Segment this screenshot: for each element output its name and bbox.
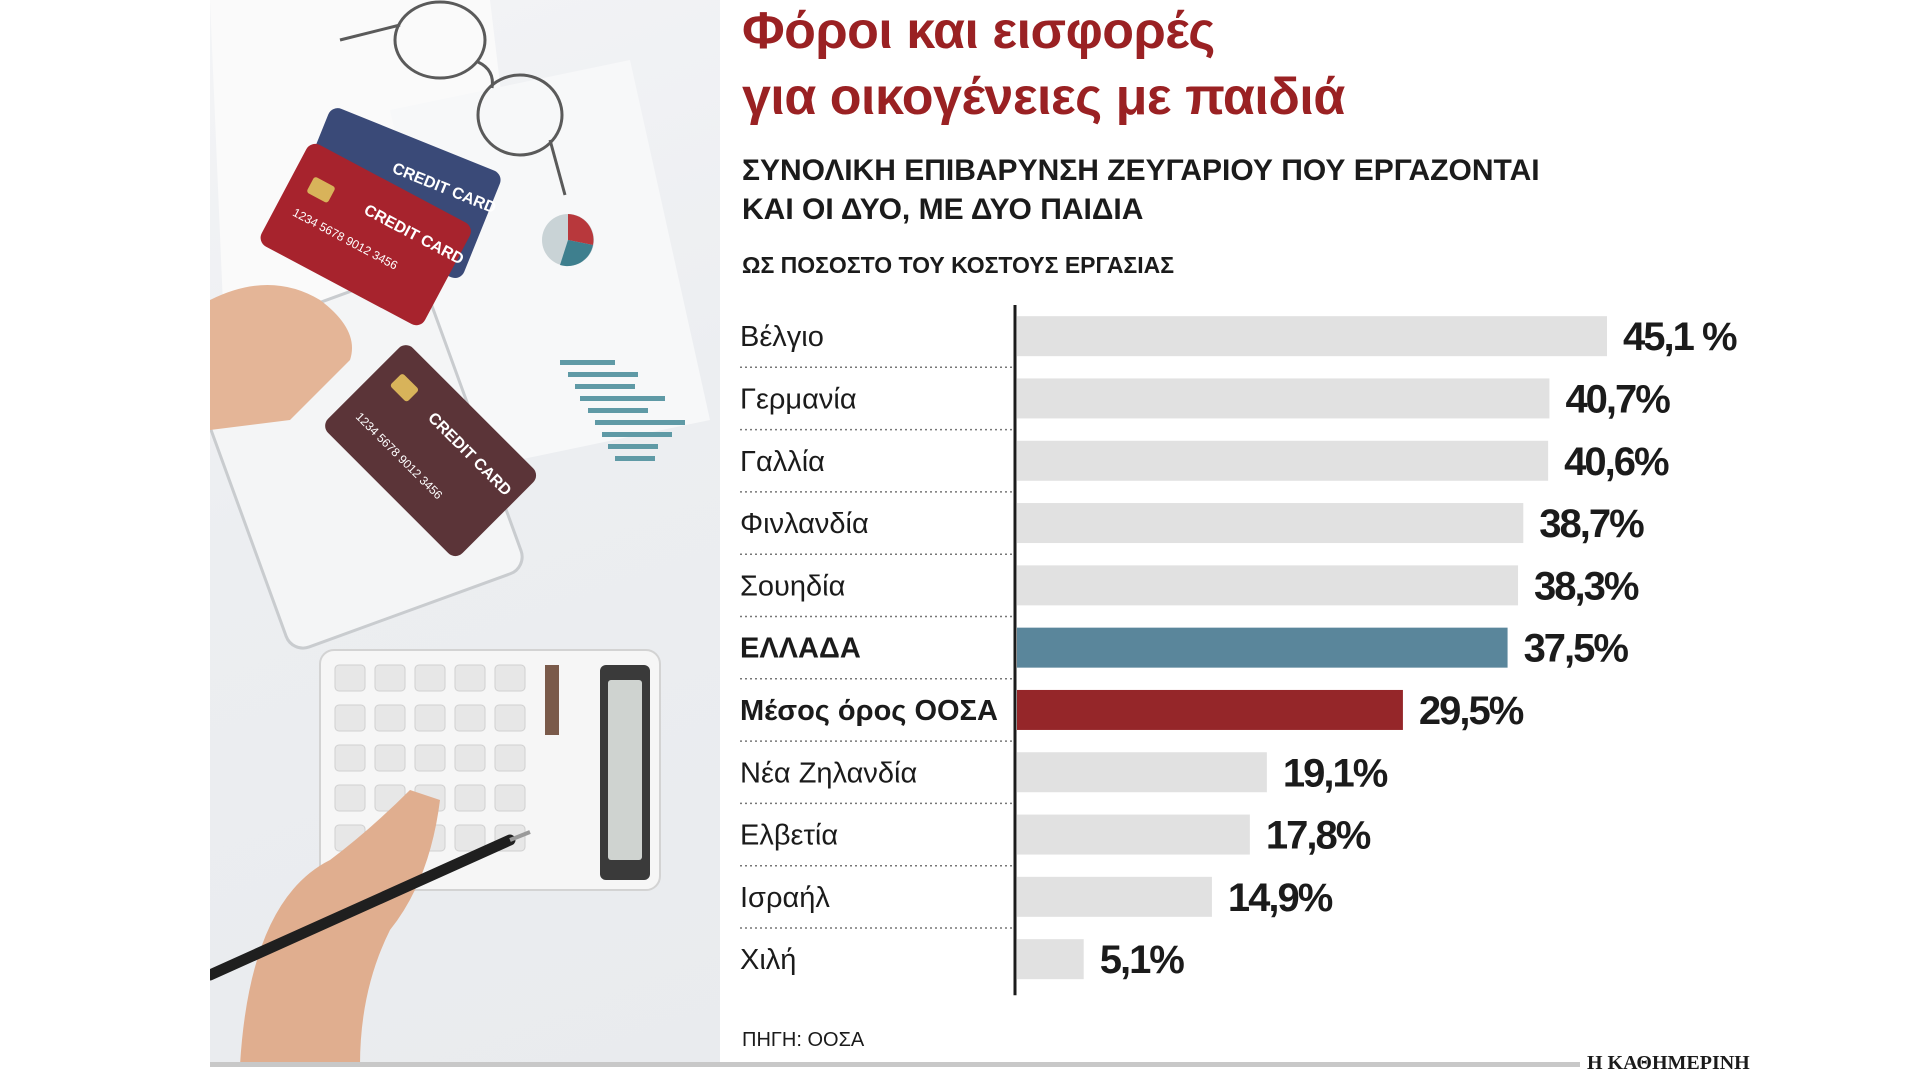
value-label: 37,5% <box>1524 627 1629 671</box>
bar <box>1017 939 1084 980</box>
value-label: 38,7% <box>1539 502 1644 546</box>
bar <box>1017 503 1524 544</box>
category-label: ΕΛΛΑΔΑ <box>740 633 861 665</box>
bar <box>1017 814 1250 855</box>
bar <box>1017 627 1508 668</box>
brand-logo: Η ΚΑΘΗΜΕΡΙΝΗ <box>1587 1052 1750 1074</box>
bottom-rule <box>210 1062 1580 1067</box>
chart-subtitle-line2: ΚΑΙ ΟΙ ΔΥΟ, ΜΕ ΔΥΟ ΠΑΙΔΙΑ <box>742 193 1144 226</box>
category-label: Γαλλία <box>740 446 825 478</box>
hand-top <box>210 285 352 430</box>
glasses-icon <box>339 0 567 196</box>
background-photo: CREDIT CARD CREDIT CARD 1234 5678 9012 3… <box>210 0 720 1065</box>
bar <box>1017 565 1519 606</box>
credit-card-red: CREDIT CARD 1234 5678 9012 3456 <box>260 143 471 326</box>
bar-chart: Βέλγιο 45,1 % Γερμανία 40,7% Γαλλία 40,6% Φινλ… <box>740 305 1739 996</box>
source-note: ΠΗΓΗ: ΟΟΣΑ <box>742 1029 865 1051</box>
category-label: Χιλή <box>740 944 796 976</box>
category-label: Γερμανία <box>740 383 857 415</box>
bar-chart-icon <box>560 360 685 461</box>
value-label: 14,9% <box>1228 876 1333 920</box>
category-label: Βέλγιο <box>740 321 824 353</box>
pen-icon <box>210 830 531 981</box>
category-label: Ελβετία <box>740 820 838 852</box>
finance-illustration: CREDIT CARD CREDIT CARD 1234 5678 9012 3… <box>210 0 710 1065</box>
category-label: Μέσος όρος ΟΟΣΑ <box>740 695 998 727</box>
value-label: 38,3% <box>1534 564 1639 608</box>
bar <box>1017 440 1549 481</box>
value-label: 29,5% <box>1419 689 1524 733</box>
calculator-keys <box>334 664 526 852</box>
bar <box>1017 876 1212 917</box>
chart-subtitle-line1: ΣΥΝΟΛΙΚΗ ΕΠΙΒΑΡΥΝΣΗ ΖΕΥΓΑΡΙΟΥ ΠΟΥ ΕΡΓΑΖΟ… <box>742 154 1540 187</box>
unit-label: ΩΣ ΠΟΣΟΣΤΟ ΤΟΥ ΚΟΣΤΟΥΣ ΕΡΓΑΣΙΑΣ <box>742 252 1175 278</box>
value-label: 5,1% <box>1100 938 1185 982</box>
pie-chart-icon <box>542 214 594 267</box>
category-label: Σουηδία <box>740 570 845 602</box>
category-label: Ισραήλ <box>740 882 830 914</box>
chart-title-line2: για οικογένειες με παιδιά <box>742 68 1345 126</box>
bar <box>1017 752 1267 793</box>
bar <box>1017 378 1550 419</box>
value-label: 17,8% <box>1266 814 1371 858</box>
value-label: 40,7% <box>1565 377 1670 421</box>
category-label: Φινλανδία <box>740 508 869 540</box>
hand-bottom <box>240 790 440 1065</box>
value-label: 45,1 % <box>1623 315 1737 359</box>
category-label: Νέα Ζηλανδία <box>740 757 917 789</box>
chart-title-line1: Φόροι και εισφορές <box>742 2 1215 60</box>
value-label: 40,6% <box>1564 440 1669 484</box>
bar <box>1017 316 1607 357</box>
bar <box>1017 689 1403 730</box>
value-label: 19,1% <box>1283 751 1388 795</box>
